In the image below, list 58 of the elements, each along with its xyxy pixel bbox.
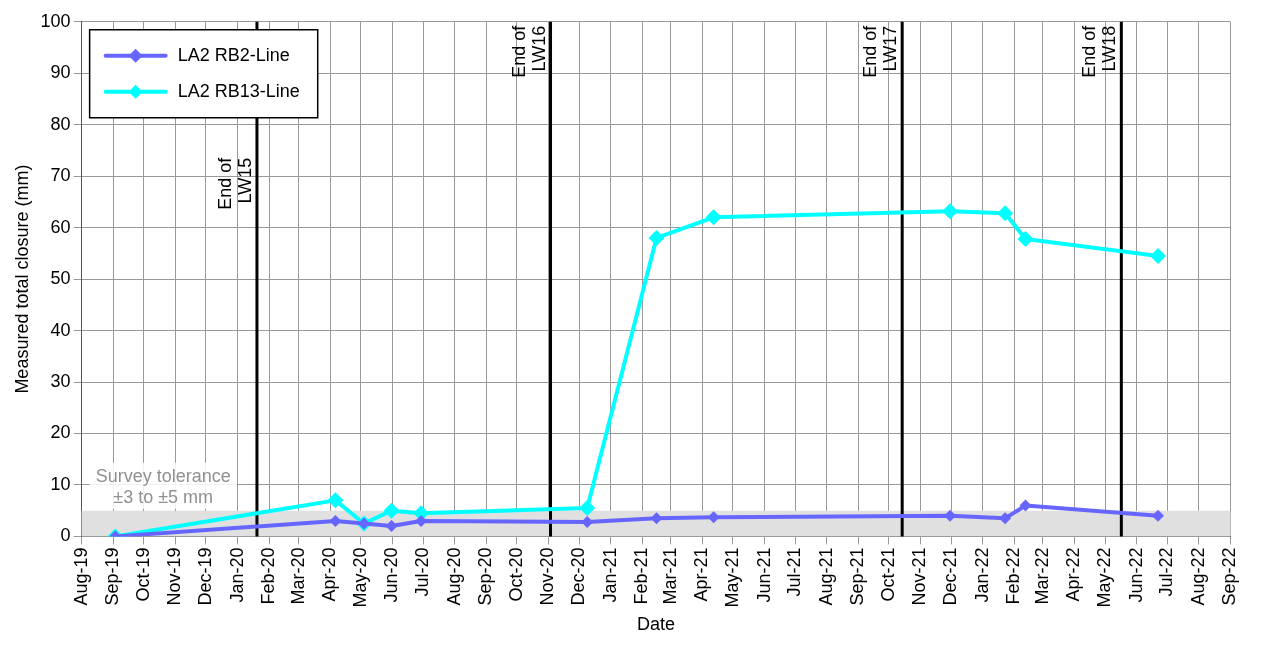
y-tick-label: 10 [50,473,71,494]
x-tick-label: Jun-21 [753,547,774,603]
ref-line-label: End of LW18 [1079,24,1120,78]
band-label: Survey tolerance ±3 to ±5 mm [95,465,231,507]
x-tick-label: Mar-21 [659,547,680,605]
x-tick-label: Oct-20 [505,547,526,602]
x-tick-label: Dec-21 [940,547,961,606]
x-tick-label: Sep-20 [475,547,496,606]
y-tick-label: 90 [50,62,71,83]
x-tick-label: Jan-20 [226,547,247,603]
x-tick-label: Nov-20 [537,547,558,606]
legend-label: LA2 RB13-Line [177,80,300,101]
y-tick-label: 70 [50,165,71,186]
x-tick-label: Sep-19 [102,547,123,606]
x-tick-label: Jul-22 [1156,547,1177,597]
x-tick-label: Nov-19 [164,547,185,606]
x-tick-label: Jul-20 [412,547,433,597]
x-tick-label: May-20 [349,547,370,608]
x-tick-label: Oct-21 [877,547,898,602]
x-tick-label: Dec-20 [568,547,589,606]
x-tick-label: Sep-22 [1219,547,1240,606]
ref-line-label: End of LW15 [214,156,255,210]
x-tick-label: Mar-20 [287,547,308,605]
x-tick-label: Nov-21 [909,547,930,606]
y-tick-label: 100 [40,10,71,31]
x-tick-label: Jan-21 [599,547,620,603]
x-tick-label: Jun-22 [1125,547,1146,603]
x-tick-label: Mar-22 [1031,547,1052,605]
y-axis-title: Measured total closure (mm) [11,164,32,394]
y-tick-label: 20 [50,422,71,443]
x-tick-label: Jun-20 [381,547,402,603]
x-tick-label: Apr-22 [1063,547,1084,602]
legend-label: LA2 RB2-Line [177,44,290,65]
y-tick-label: 0 [60,525,71,546]
x-tick-label: May-21 [721,547,742,608]
x-tick-label: Sep-21 [847,547,868,606]
x-tick-label: Apr-21 [691,547,712,602]
ref-line-label: End of LW17 [860,24,901,78]
x-tick-label: Apr-20 [319,547,340,602]
x-tick-label: Aug-21 [815,547,836,606]
x-tick-label: Dec-19 [194,547,215,606]
x-tick-label: Aug-22 [1187,547,1208,606]
y-tick-label: 50 [50,268,71,289]
x-tick-label: Jan-22 [971,547,992,603]
x-tick-label: Aug-20 [443,547,464,606]
y-tick-label: 80 [50,113,71,134]
y-tick-label: 60 [50,216,71,237]
x-tick-label: Oct-19 [132,547,153,602]
x-tick-label: Aug-19 [70,547,91,606]
y-tick-label: 40 [50,319,71,340]
x-tick-label: May-22 [1093,547,1114,608]
x-tick-label: Feb-20 [258,547,279,605]
x-tick-label: Feb-22 [1003,547,1024,605]
ref-line-label: End of LW16 [508,24,549,78]
x-axis-title: Date [637,614,676,635]
y-tick-label: 30 [50,370,71,391]
x-tick-label: Feb-21 [631,547,652,605]
x-tick-label: Jul-21 [784,547,805,597]
